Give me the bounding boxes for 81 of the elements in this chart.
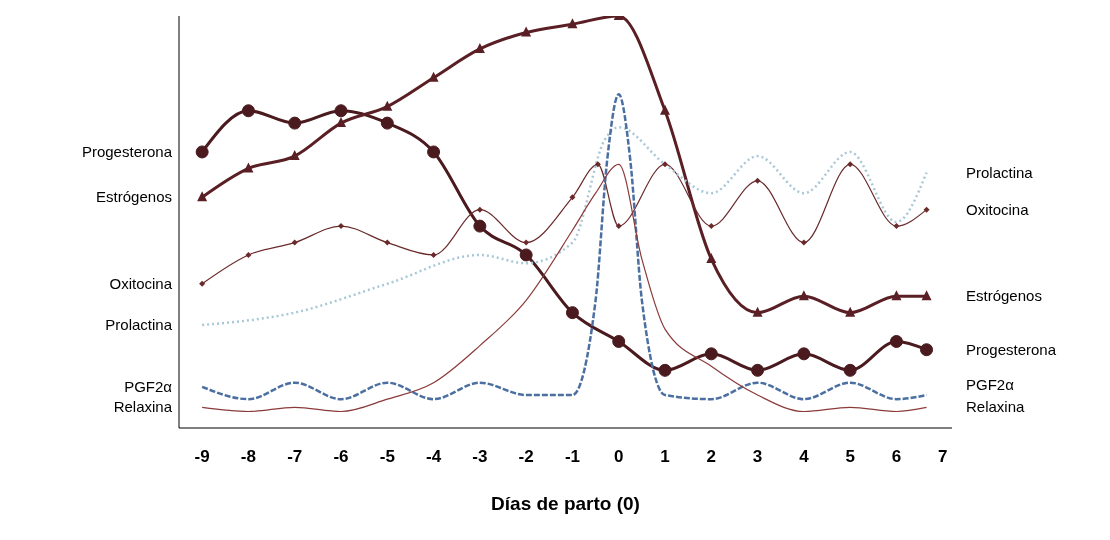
point (565, 306, 579, 320)
x-tick-label: -9 (194, 447, 210, 467)
x-tick-label: -8 (240, 447, 256, 467)
point (921, 290, 932, 301)
text: PGF2α (966, 376, 1014, 394)
text: Relaxina (113, 398, 172, 416)
x-tick-label: -2 (518, 447, 534, 467)
point (754, 177, 761, 184)
point (752, 306, 763, 317)
point (289, 150, 300, 161)
x-tick-label: -3 (472, 447, 488, 467)
point (798, 290, 809, 301)
series-label: Oxitocina (109, 274, 172, 292)
x-tick-label: -6 (333, 447, 349, 467)
series-label: Estrógenos (96, 188, 172, 206)
point (428, 71, 439, 82)
x-tick-label: 6 (891, 447, 902, 467)
text: Relaxina (966, 398, 1025, 416)
point (291, 239, 298, 246)
point (660, 104, 671, 115)
point (893, 223, 900, 230)
x-tick-label: 5 (845, 447, 855, 467)
point (243, 162, 254, 173)
point (704, 347, 718, 361)
point (521, 26, 532, 37)
point (920, 343, 934, 357)
point (199, 280, 206, 287)
x-axis-title: Días de parto (0) (491, 493, 640, 514)
point (567, 18, 578, 29)
point (476, 206, 483, 213)
point (338, 223, 345, 230)
point (594, 161, 601, 168)
point (195, 145, 209, 159)
point (336, 117, 347, 128)
text: Prolactina (105, 316, 172, 333)
point (569, 194, 576, 201)
point (380, 116, 394, 130)
point (923, 206, 930, 213)
x-tick-label: -7 (287, 447, 303, 467)
point (334, 104, 348, 118)
point (473, 219, 487, 233)
x-tick-label: -4 (426, 447, 442, 467)
point (474, 42, 485, 53)
point (708, 223, 715, 230)
point (800, 239, 807, 246)
point (615, 223, 622, 230)
point (889, 334, 903, 348)
text: Prolactina (966, 163, 1033, 181)
text: Estrógenos (966, 287, 1042, 305)
text: Progesterona (966, 340, 1057, 358)
point (384, 239, 391, 246)
x-tick-label: 4 (799, 447, 810, 467)
point (843, 363, 857, 377)
x-tick-label: -5 (379, 447, 395, 467)
x-tick-label: 3 (752, 447, 763, 467)
point (430, 251, 437, 258)
text: PGF2α (124, 377, 172, 395)
point (662, 161, 669, 168)
point (612, 334, 626, 348)
point (519, 248, 533, 262)
x-tick-label: 1 (660, 447, 670, 467)
point (847, 161, 854, 168)
series-label: Progesterona (81, 142, 172, 160)
point (241, 104, 255, 118)
point (797, 347, 811, 361)
x-tick-label: -1 (564, 447, 581, 467)
point (751, 363, 765, 377)
point (288, 116, 302, 130)
x-tick-label: 2 (706, 447, 717, 467)
x-tick-label: 0 (614, 447, 624, 467)
point (706, 253, 717, 264)
point (891, 290, 902, 301)
point (245, 251, 252, 258)
point (523, 239, 530, 246)
point (382, 100, 393, 111)
text: Oxitocina (966, 200, 1029, 218)
point (427, 145, 441, 159)
x-tick-label: 7 (938, 447, 948, 467)
point (658, 363, 672, 377)
point (845, 306, 856, 317)
point (197, 191, 208, 202)
